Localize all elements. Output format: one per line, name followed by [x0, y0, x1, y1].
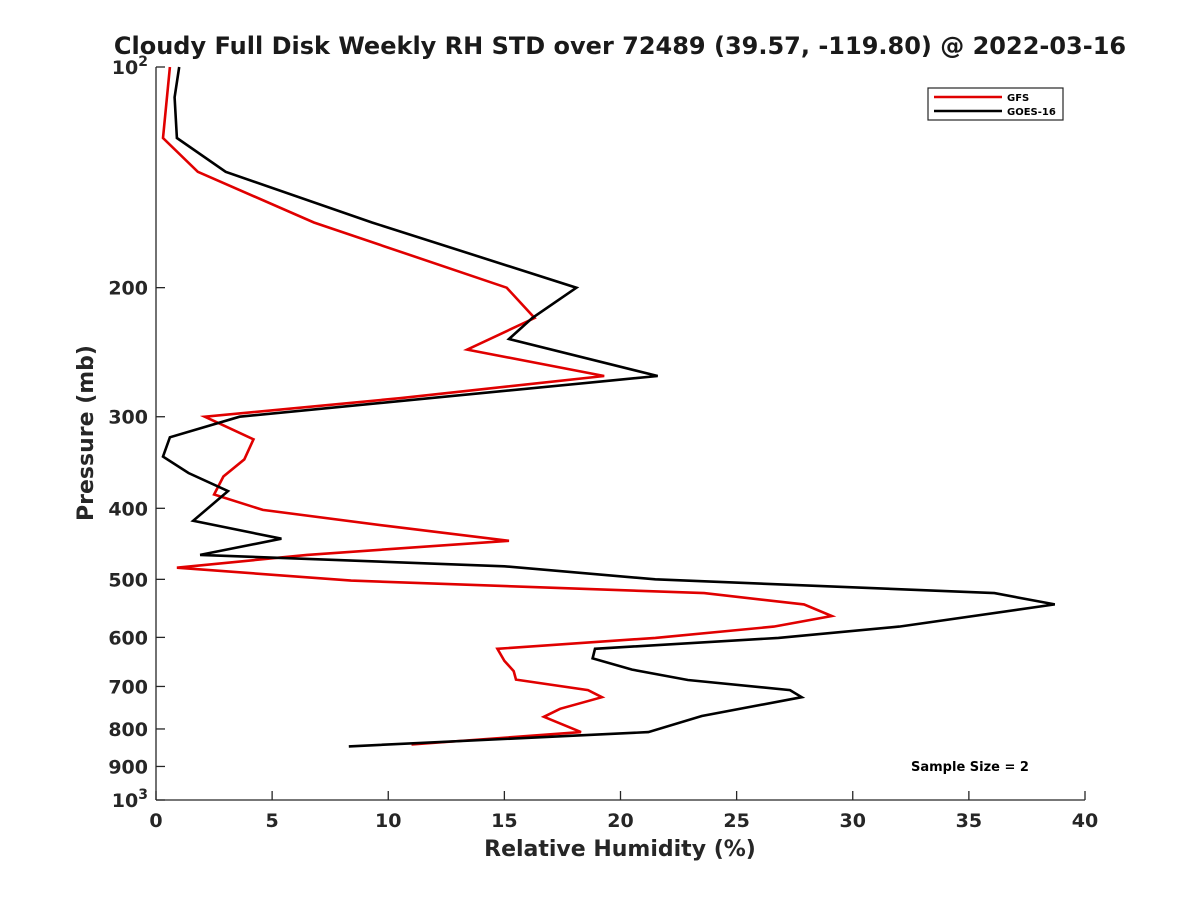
y-tick-label-base: 10	[112, 790, 138, 812]
plot-axes: 0 5 10 15 20 25 30 35 40102200300400500600700800…	[108, 54, 1098, 832]
sample-size-annotation: Sample Size = 2	[911, 760, 1029, 775]
y-tick-label-exponent: 2	[138, 54, 148, 70]
y-tick-label: 103	[112, 787, 148, 812]
series-layer	[161, 66, 1056, 748]
legend-box	[927, 87, 1064, 121]
y-tick-label: 300	[108, 407, 148, 429]
y-tick-label: 500	[108, 569, 148, 591]
x-tick-label: 30	[840, 810, 866, 832]
x-tick-label: 0	[149, 810, 162, 832]
y-tick-label-base: 600	[108, 627, 148, 649]
legend: GFS GOES-16	[927, 87, 1064, 121]
y-tick-label: 200	[108, 278, 148, 300]
y-tick-label-exponent: 3	[138, 787, 148, 803]
y-tick-label-base: 800	[108, 719, 148, 741]
x-tick-label: 15	[491, 810, 517, 832]
y-tick-label-base: 10	[112, 57, 138, 79]
x-tick-label: 25	[723, 810, 749, 832]
y-tick-label: 800	[108, 719, 148, 741]
y-tick-label-base: 200	[108, 278, 148, 300]
x-axis-label: Relative Humidity (%)	[484, 837, 756, 862]
series-line-gfs	[161, 66, 837, 746]
y-tick-label-base: 400	[108, 498, 148, 520]
y-tick-label: 700	[108, 676, 148, 698]
legend-label-gfs: GFS	[1007, 93, 1029, 104]
x-tick-label: 40	[1072, 810, 1098, 832]
y-tick-label: 900	[108, 756, 148, 778]
chart-title: Cloudy Full Disk Weekly RH STD over 7248…	[114, 32, 1126, 60]
legend-label-goes16: GOES-16	[1007, 107, 1056, 118]
y-tick-label-base: 500	[108, 569, 148, 591]
y-tick-label-base: 700	[108, 676, 148, 698]
x-tick-label: 10	[375, 810, 401, 832]
x-tick-label: 35	[956, 810, 982, 832]
y-tick-label-base: 900	[108, 756, 148, 778]
x-tick-label: 5	[266, 810, 279, 832]
y-tick-label: 400	[108, 498, 148, 520]
y-axis-label: Pressure (mb)	[74, 345, 99, 521]
series-line-goes16	[161, 66, 1056, 748]
y-tick-label-base: 300	[108, 407, 148, 429]
x-tick-label: 20	[607, 810, 633, 832]
y-tick-label: 600	[108, 627, 148, 649]
y-tick-label: 102	[112, 54, 148, 79]
